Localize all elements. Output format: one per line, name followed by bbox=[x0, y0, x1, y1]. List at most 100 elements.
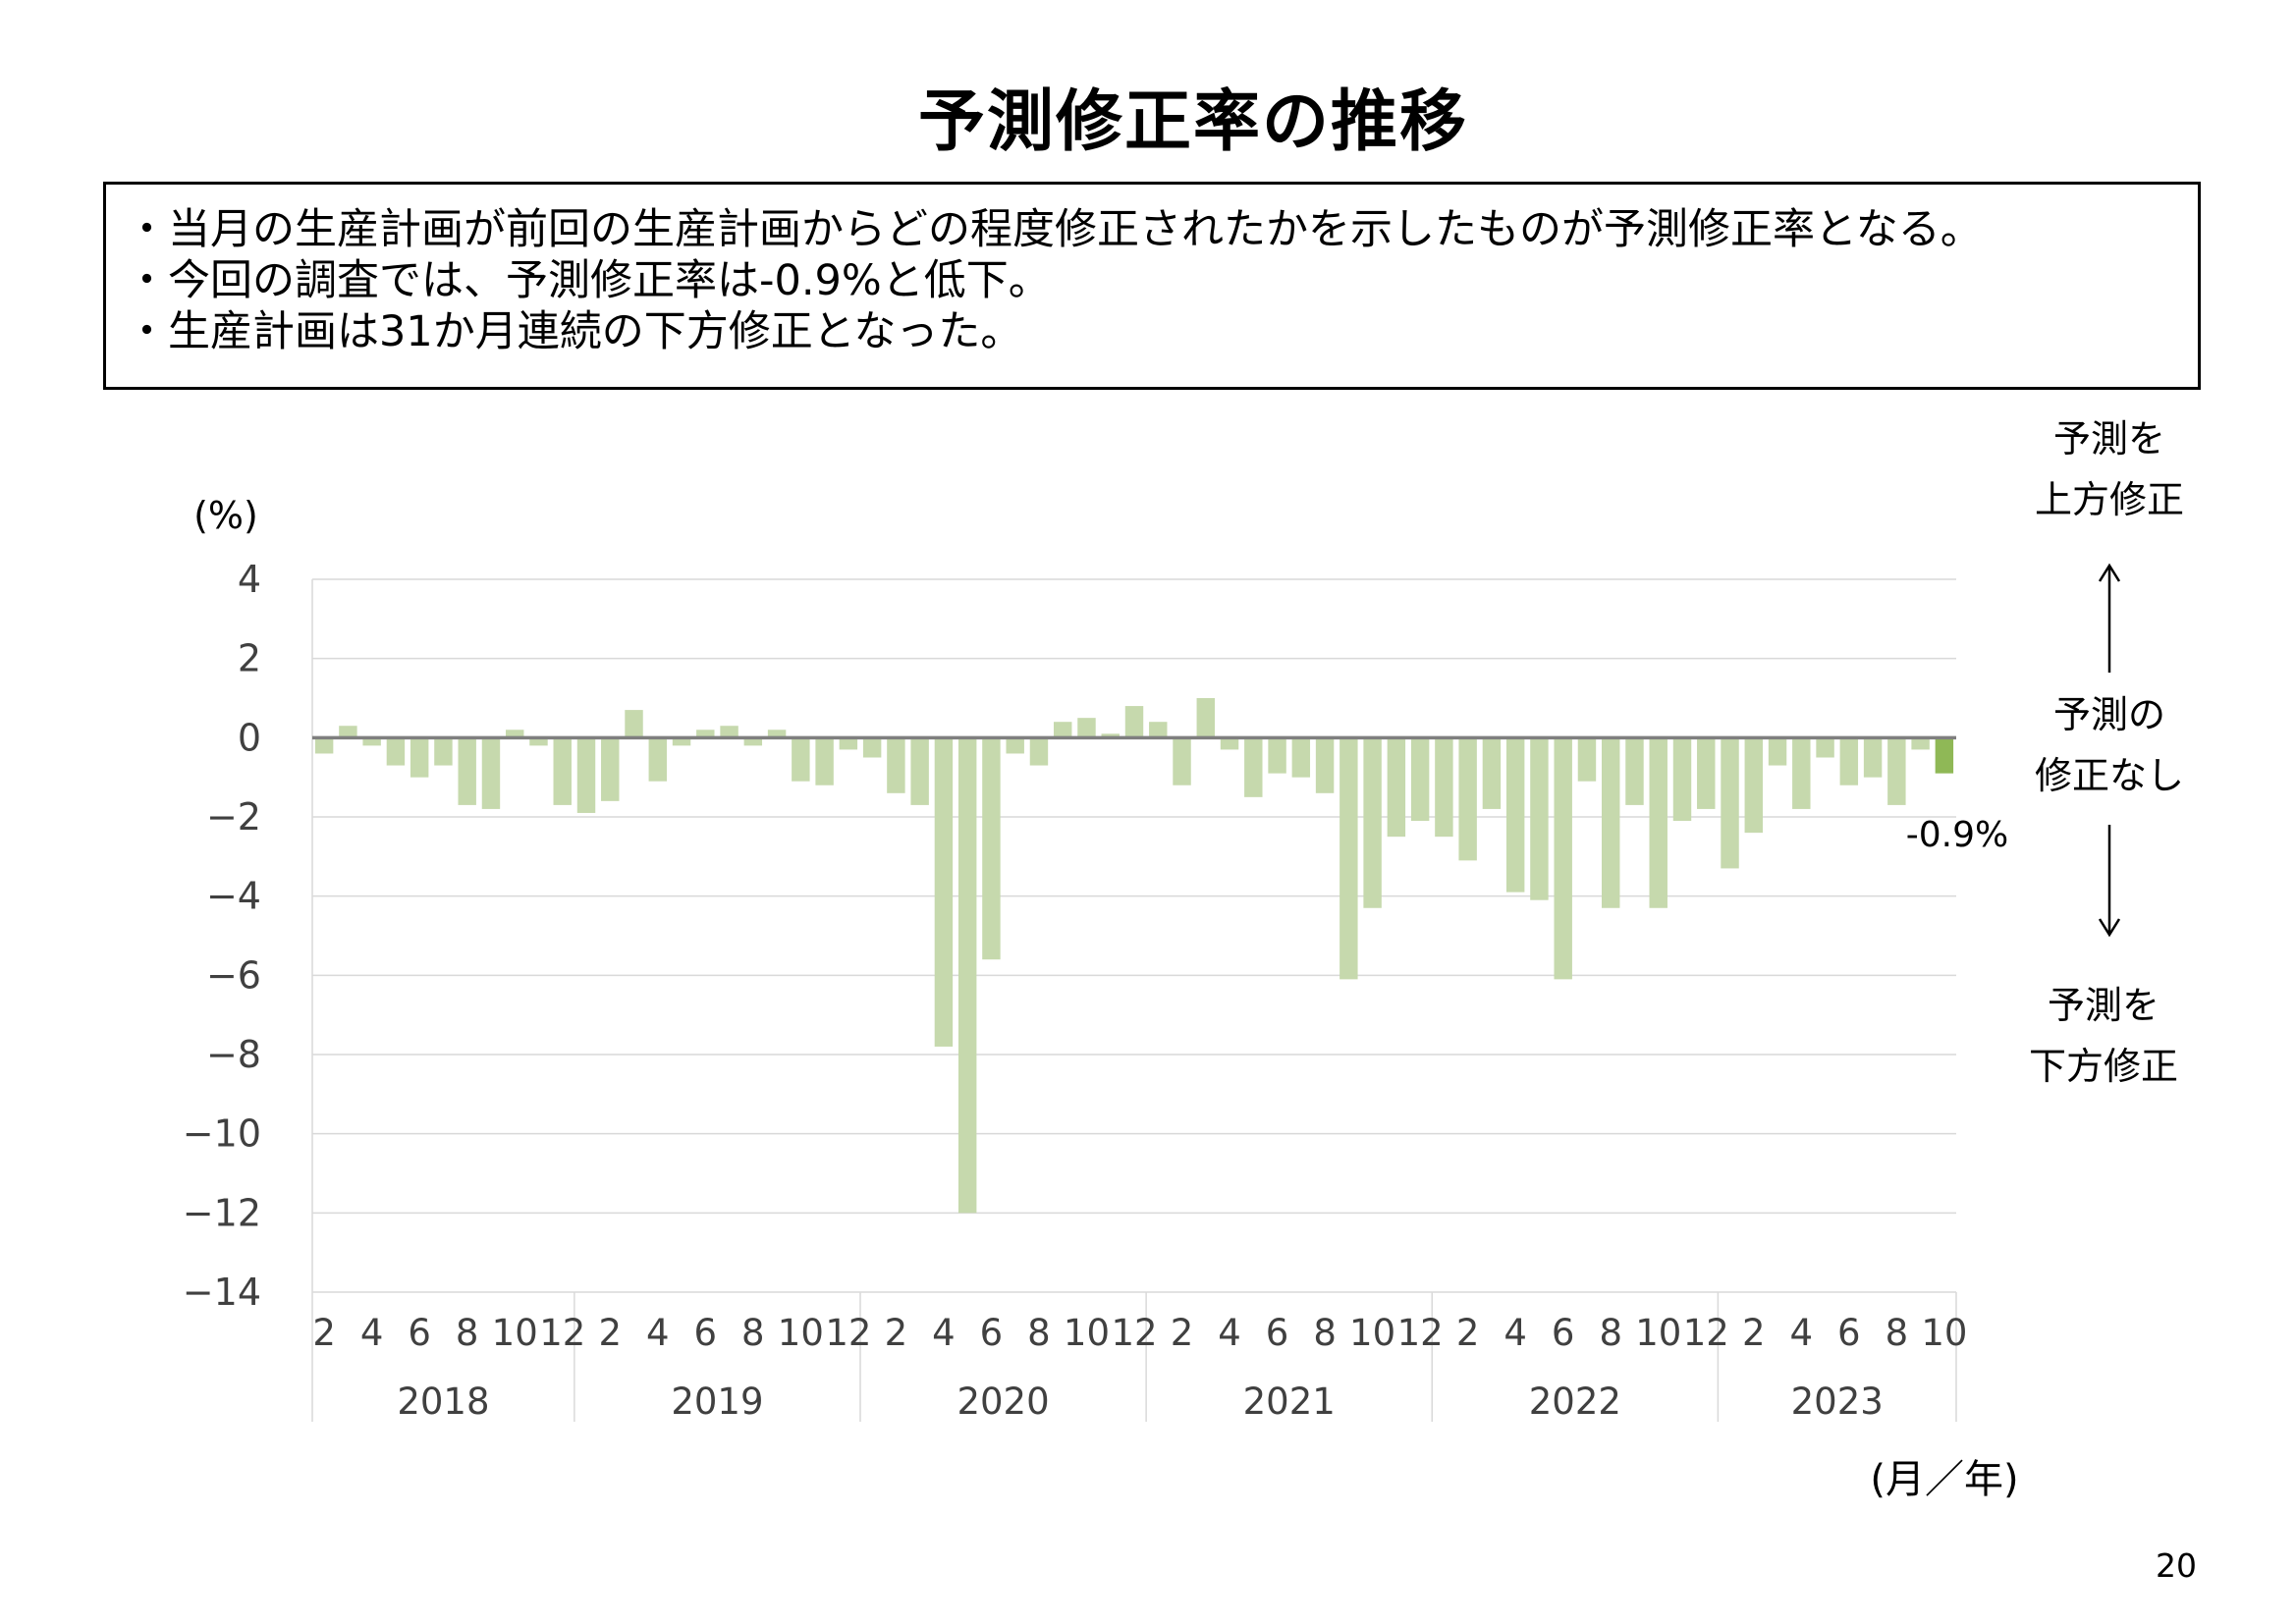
bar bbox=[1816, 737, 1834, 758]
bar bbox=[576, 737, 596, 813]
bar bbox=[1410, 737, 1430, 822]
x-axis-unit-label: (月／年) bbox=[1870, 1457, 2018, 1502]
month-tick-label: 12 bbox=[1111, 1312, 1157, 1354]
bars bbox=[314, 698, 1954, 1214]
bar bbox=[1077, 718, 1096, 738]
bar bbox=[1505, 737, 1525, 893]
y-tick-label: −6 bbox=[206, 953, 261, 997]
month-tick-label: 12 bbox=[1397, 1312, 1444, 1354]
month-tick-label: 8 bbox=[1599, 1312, 1622, 1354]
bar bbox=[1387, 737, 1406, 838]
bar bbox=[1029, 737, 1049, 766]
bar bbox=[648, 737, 668, 782]
bar bbox=[1173, 737, 1191, 785]
month-tick-label: 6 bbox=[1552, 1312, 1575, 1354]
year-label: 2022 bbox=[1529, 1380, 1621, 1423]
year-label: 2020 bbox=[957, 1380, 1049, 1423]
month-tick-label: 2 bbox=[312, 1312, 336, 1354]
month-tick-label: 6 bbox=[980, 1312, 1004, 1354]
bar bbox=[1863, 737, 1883, 778]
month-tick-label: 4 bbox=[646, 1312, 670, 1354]
bar bbox=[314, 737, 334, 754]
bar bbox=[792, 737, 810, 782]
y-tick-label: −2 bbox=[206, 795, 261, 839]
bar bbox=[839, 737, 858, 750]
bar bbox=[1339, 737, 1358, 980]
no-revision-line-1: 予測の bbox=[2052, 693, 2165, 736]
month-tick-label: 10 bbox=[778, 1312, 824, 1354]
month-tick-label: 2 bbox=[1742, 1312, 1766, 1354]
bar bbox=[458, 737, 476, 805]
month-tick-label: 10 bbox=[1064, 1312, 1110, 1354]
bar bbox=[434, 737, 453, 766]
bar bbox=[1649, 737, 1667, 908]
month-tick-label: 2 bbox=[1456, 1312, 1480, 1354]
bar bbox=[1458, 737, 1477, 861]
grid-lines bbox=[312, 578, 1956, 1293]
bar-latest bbox=[1935, 737, 1954, 774]
bar bbox=[529, 737, 548, 746]
year-label: 2023 bbox=[1791, 1380, 1884, 1423]
bar bbox=[386, 737, 406, 766]
bar bbox=[887, 737, 905, 793]
summary-line-3: ・生産計画は31か月連続の下方修正となった。 bbox=[126, 307, 1023, 356]
bar bbox=[815, 737, 834, 785]
direction-arrows bbox=[2098, 563, 2121, 938]
bar bbox=[1053, 722, 1072, 738]
bar bbox=[1601, 737, 1620, 908]
month-tick-label: 12 bbox=[1683, 1312, 1729, 1354]
axes bbox=[311, 579, 1957, 1422]
month-tick-label: 4 bbox=[1503, 1312, 1527, 1354]
month-tick-label: 2 bbox=[598, 1312, 622, 1354]
bar bbox=[1101, 733, 1120, 738]
month-tick-label: 4 bbox=[932, 1312, 956, 1354]
bar bbox=[1577, 737, 1597, 782]
bar bbox=[1530, 737, 1549, 900]
month-tick-label: 12 bbox=[539, 1312, 585, 1354]
summary-line-2: ・今回の調査では、予測修正率は-0.9%と低下。 bbox=[126, 256, 1051, 305]
bar bbox=[1435, 737, 1453, 838]
summary-line-1: ・当月の生産計画が前回の生産計画からどの程度修正されたかを示したものが予測修正率… bbox=[126, 205, 1983, 254]
bar bbox=[934, 737, 954, 1047]
year-label: 2019 bbox=[671, 1380, 763, 1423]
bar bbox=[982, 737, 1001, 960]
bar bbox=[767, 730, 787, 738]
y-tick-label: 0 bbox=[238, 716, 261, 759]
year-label: 2018 bbox=[397, 1380, 489, 1423]
month-tick-label: 2 bbox=[885, 1312, 908, 1354]
page-number: 20 bbox=[2156, 1546, 2197, 1585]
bar bbox=[553, 737, 572, 805]
y-tick-label: −4 bbox=[206, 875, 261, 918]
month-tick-label: 10 bbox=[492, 1312, 538, 1354]
month-tick-label: 8 bbox=[456, 1312, 479, 1354]
y-tick-label: 2 bbox=[238, 637, 261, 680]
bar bbox=[743, 737, 763, 746]
month-tick-label: 10 bbox=[1349, 1312, 1395, 1354]
bar bbox=[1149, 722, 1168, 738]
bar bbox=[1768, 737, 1787, 766]
down-arrow-head bbox=[2098, 918, 2121, 938]
lower-revision-line-2: 下方修正 bbox=[2028, 1045, 2178, 1088]
bar bbox=[1006, 737, 1024, 754]
bar bbox=[1839, 737, 1859, 785]
bar bbox=[1291, 737, 1311, 778]
y-axis-unit-label: (%) bbox=[193, 494, 258, 537]
month-tick-label: 8 bbox=[1886, 1312, 1909, 1354]
month-tick-label: 8 bbox=[1313, 1312, 1337, 1354]
bar bbox=[957, 737, 977, 1214]
bar bbox=[410, 737, 429, 778]
bar bbox=[1244, 737, 1263, 797]
bar bbox=[1315, 737, 1335, 793]
y-tick-label: −12 bbox=[183, 1191, 261, 1234]
upper-revision-line-2: 上方修正 bbox=[2034, 478, 2184, 521]
bar bbox=[481, 737, 501, 809]
bar bbox=[1911, 737, 1930, 750]
year-label: 2021 bbox=[1243, 1380, 1336, 1423]
y-tick-label: −10 bbox=[183, 1112, 261, 1156]
bar bbox=[1721, 737, 1739, 869]
upper-revision-line-1: 予測を bbox=[2052, 417, 2165, 460]
bar bbox=[505, 730, 524, 738]
latest-value-annotation: -0.9% bbox=[1906, 815, 2008, 855]
month-tick-label: 10 bbox=[1921, 1312, 1967, 1354]
